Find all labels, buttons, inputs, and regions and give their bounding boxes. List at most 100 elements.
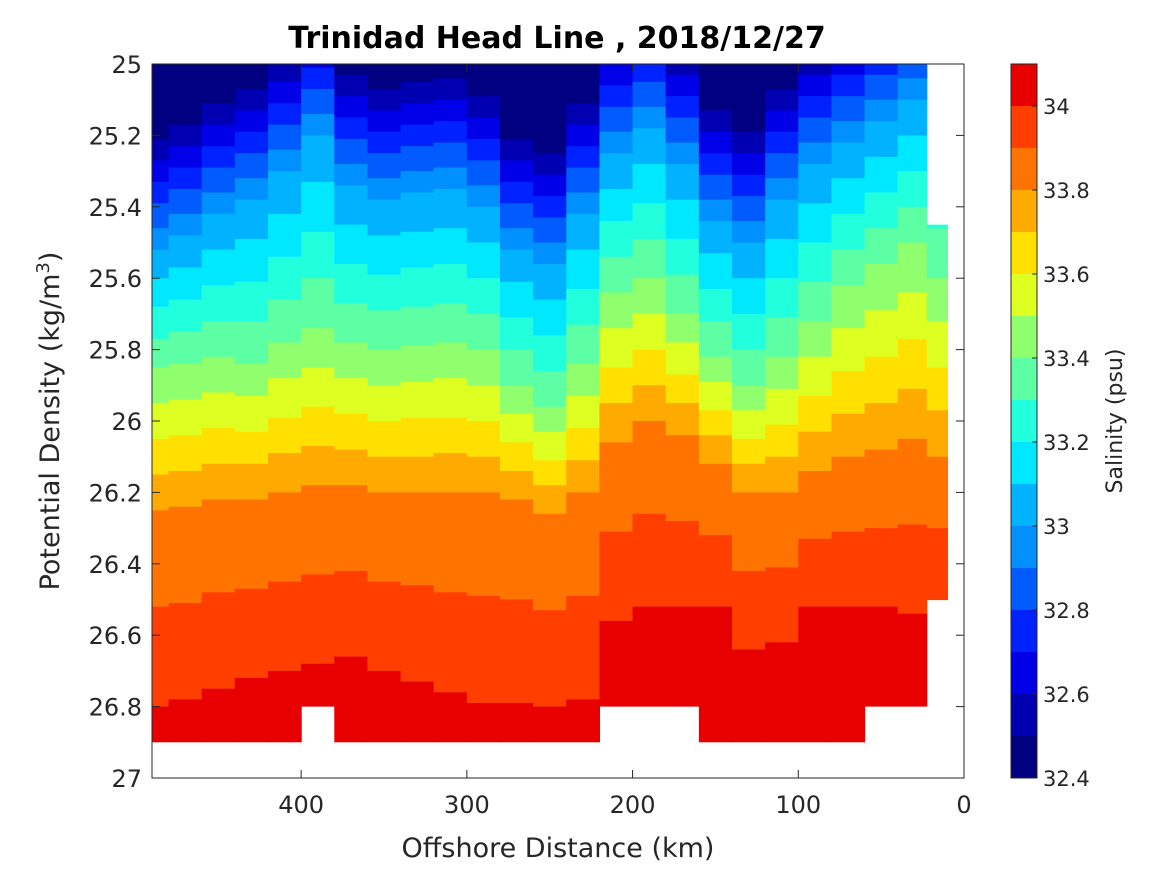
colorbar-swatch (1011, 64, 1037, 106)
contour-band (152, 249, 170, 279)
contour-band (301, 485, 335, 576)
contour-band (732, 174, 766, 197)
contour-band (831, 249, 866, 286)
y-axis: 25 25.2 25.4 25.6 25.8 26 26.2 26.4 26.6 26.8 27 (89, 51, 964, 793)
contour-band (765, 278, 799, 319)
contour-band (367, 235, 402, 276)
contour-band (400, 417, 435, 458)
contour-band (234, 64, 269, 90)
contour-band (500, 228, 534, 251)
contour-band (732, 385, 766, 411)
contour-band (152, 64, 170, 140)
colorbar-tick-label: 33.4 (1043, 347, 1090, 371)
contour-band (201, 428, 236, 465)
contour-band (698, 606, 733, 743)
contour-band (798, 396, 833, 433)
colorbar-tick-label: 33.8 (1043, 179, 1090, 203)
colorbar-swatch (1011, 106, 1037, 148)
contour-band (665, 74, 700, 97)
colorbar-frame (1010, 63, 1038, 779)
contour-band (433, 342, 468, 379)
contour-band (632, 238, 667, 279)
contour-band (301, 445, 335, 486)
contour-band (765, 642, 799, 743)
contour-band (632, 349, 667, 386)
contour-band (533, 217, 567, 244)
contour-band (831, 328, 866, 372)
contour-band (765, 388, 799, 426)
contour-band (500, 470, 534, 501)
contour-band (367, 492, 402, 583)
contour-band (533, 460, 567, 486)
contour-band (599, 442, 634, 533)
contour-band (433, 142, 468, 169)
contour-band (897, 292, 928, 340)
contour-band (466, 242, 501, 279)
contour-band (500, 281, 534, 319)
contour-band (268, 64, 302, 83)
x-tick-label: 0 (956, 791, 971, 819)
contour-band (234, 88, 269, 112)
contour-band (698, 64, 733, 112)
contour-band (334, 485, 369, 572)
contour-band (152, 203, 170, 229)
contour-band (599, 188, 634, 222)
contour-band (665, 274, 700, 315)
contour-band (765, 424, 799, 458)
contour-band (433, 121, 468, 144)
y-axis-label-main: Potential Density (kg/m (35, 274, 66, 591)
y-tick-label: 26.2 (89, 479, 142, 507)
x-axis: 400 300 200 100 0 (278, 64, 972, 819)
contour-band (632, 163, 667, 204)
contour-band (732, 221, 766, 244)
contour-band (367, 178, 402, 201)
contour-band (301, 574, 335, 665)
contour-band (168, 167, 203, 190)
contour-band (698, 174, 733, 201)
contour-band (698, 253, 733, 290)
x-tick-label: 100 (775, 791, 821, 819)
contour-band (400, 456, 435, 493)
contour-band (268, 103, 302, 126)
contour-band (466, 185, 501, 208)
contour-band (433, 78, 468, 101)
contour-band (367, 153, 402, 179)
contour-band (268, 378, 302, 419)
contour-band (732, 438, 766, 465)
colorbar-swatch (1011, 652, 1037, 694)
contour-band (500, 499, 534, 601)
contour-band (632, 278, 667, 315)
contour-band (301, 406, 335, 447)
contour-band (466, 96, 501, 119)
contour-band (234, 110, 269, 133)
contour-band (732, 278, 766, 315)
contour-band (798, 356, 833, 397)
contour-band (897, 524, 928, 615)
contour-band (798, 470, 833, 540)
contour-band (566, 146, 601, 169)
colorbar-swatch (1011, 190, 1037, 232)
colorbar-swatch (1011, 610, 1037, 652)
colorbar-swatch (1011, 694, 1037, 736)
colorbar-swatch (1011, 274, 1037, 316)
contour-band (152, 338, 170, 369)
plot-area: 400 300 200 100 0 25 25.2 25.4 25.6 25.8 26 26.2 26… (89, 51, 972, 819)
contour-band (798, 74, 833, 97)
contour-band (698, 463, 733, 536)
contour-band (268, 213, 302, 258)
contour-band (566, 492, 601, 597)
colorbar-tick-label: 34 (1043, 95, 1070, 119)
contour-band (698, 221, 733, 254)
contour-band (926, 367, 949, 411)
contour-band (566, 699, 601, 743)
colorbar-swatch (1011, 400, 1037, 442)
colorbar-label: Salinity (psu) (1103, 349, 1128, 494)
contour-band (533, 371, 567, 408)
contour-band (831, 371, 866, 415)
contour-band (831, 456, 866, 533)
contour-band (599, 403, 634, 444)
contour-band (466, 117, 501, 140)
contour-band (367, 456, 402, 493)
contour-band (201, 124, 236, 147)
contour-band (433, 453, 468, 493)
